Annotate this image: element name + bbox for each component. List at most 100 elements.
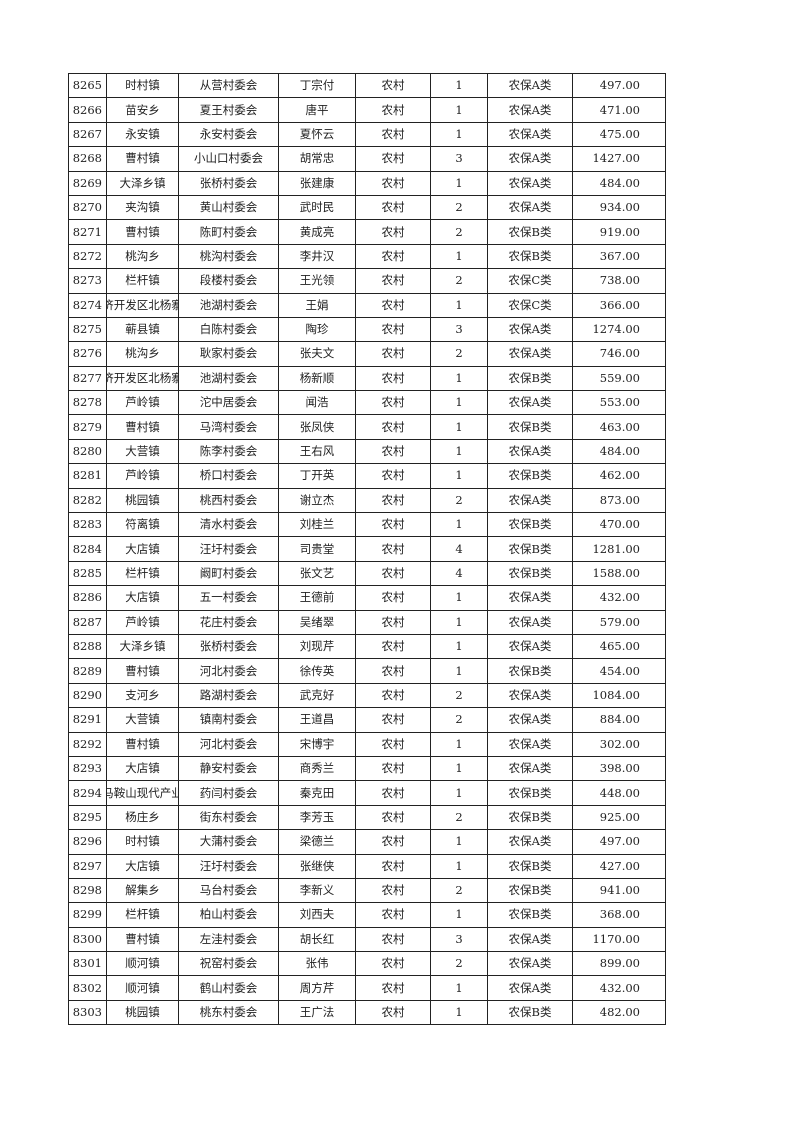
insurance-category-cell: 农保B类 [487, 999, 573, 1026]
record-id-cell: 8277 [68, 365, 107, 392]
township-cell: 大店镇 [106, 585, 179, 611]
insurance-category-cell: 农保A类 [487, 633, 573, 660]
household-count-cell: 1 [430, 609, 488, 635]
record-id-cell: 8276 [68, 341, 107, 367]
village-committee-cell: 桥口村委会 [178, 463, 279, 489]
area-type-cell: 农村 [355, 97, 431, 123]
township-cell: 符离镇 [106, 512, 179, 538]
insurance-category-cell: 农保A类 [487, 121, 573, 148]
amount-cell: 471.00 [572, 97, 666, 123]
records-table: 8265 时村镇 从营村委会 丁宗付 农村 1 农保A类 497.00 8266 苗安乡 夏王村委会… [68, 72, 666, 1026]
area-type-cell: 农村 [355, 536, 431, 562]
township-text: 马鞍山现代产业 [108, 785, 179, 800]
area-type-cell: 农村 [355, 951, 431, 977]
table-row: 8300 曹村镇 左洼村委会 胡长红 农村 3 农保A类 1170.00 [68, 926, 666, 953]
table-row: 8277济开发区北杨寨池湖村委会杨新顺农村1农保B类559.00 [68, 365, 666, 392]
township-cell: 栏杆镇 [106, 902, 179, 928]
record-id-cell: 8280 [68, 438, 107, 465]
insurance-category-cell: 农保B类 [487, 512, 573, 538]
household-count-cell: 1 [430, 829, 488, 855]
table-row: 8278 芦岭镇 沱中居委会 闻浩 农村 1 农保A类 553.00 [68, 390, 666, 416]
village-committee-cell: 鹤山村委会 [178, 975, 279, 1001]
record-id-cell: 8292 [68, 731, 107, 757]
area-type-cell: 农村 [355, 999, 431, 1026]
person-name-cell: 李井汉 [278, 243, 356, 270]
table-row: 8297 大店镇 汪圩村委会 张继侠 农村 1 农保B类 427.00 [68, 853, 666, 879]
person-name-cell: 武克好 [278, 682, 356, 709]
record-id-cell: 8278 [68, 390, 107, 416]
person-name-cell: 王娟 [278, 292, 356, 318]
township-cell: 大营镇 [106, 707, 179, 733]
record-id-cell: 8289 [68, 658, 107, 684]
household-count-cell: 1 [430, 633, 488, 660]
person-name-cell: 杨新顺 [278, 365, 356, 392]
village-committee-cell: 马台村委会 [178, 877, 279, 904]
table-row: 8284 大店镇 汪圩村委会 司贵堂 农村 4 农保B类 1281.00 [68, 536, 666, 562]
village-committee-cell: 柏山村委会 [178, 902, 279, 928]
insurance-category-cell: 农保B类 [487, 780, 573, 806]
amount-cell: 470.00 [572, 512, 666, 538]
person-name-cell: 李芳玉 [278, 804, 356, 831]
area-type-cell: 农村 [355, 682, 431, 709]
township-cell: 时村镇 [106, 72, 179, 99]
amount-cell: 497.00 [572, 829, 666, 855]
person-name-cell: 吴绪翠 [278, 609, 356, 635]
record-id-cell: 8286 [68, 585, 107, 611]
person-name-cell: 梁德兰 [278, 829, 356, 855]
table-row: 8301 顺河镇 祝窑村委会 张伟 农村 2 农保A类 899.00 [68, 951, 666, 977]
amount-cell: 302.00 [572, 731, 666, 757]
amount-cell: 432.00 [572, 975, 666, 1001]
area-type-cell: 农村 [355, 633, 431, 660]
table-row: 8285 栏杆镇 阚町村委会 张文艺 农村 4 农保B类 1588.00 [68, 560, 666, 587]
amount-cell: 1274.00 [572, 316, 666, 343]
village-committee-cell: 小山口村委会 [178, 146, 279, 172]
village-committee-cell: 左洼村委会 [178, 926, 279, 953]
insurance-category-cell: 农保A类 [487, 926, 573, 953]
village-committee-cell: 黄山村委会 [178, 194, 279, 221]
amount-cell: 463.00 [572, 414, 666, 440]
record-id-cell: 8290 [68, 682, 107, 709]
household-count-cell: 1 [430, 438, 488, 465]
person-name-cell: 黄成亮 [278, 219, 356, 245]
table-row: 8291 大营镇 镇南村委会 王道昌 农村 2 农保A类 884.00 [68, 707, 666, 733]
township-cell: 大店镇 [106, 536, 179, 562]
insurance-category-cell: 农保C类 [487, 268, 573, 294]
village-committee-cell: 河北村委会 [178, 731, 279, 757]
insurance-category-cell: 农保A类 [487, 146, 573, 172]
table-row: 8282 桃园镇 桃西村委会 谢立杰 农村 2 农保A类 873.00 [68, 487, 666, 514]
village-committee-cell: 河北村委会 [178, 658, 279, 684]
household-count-cell: 1 [430, 463, 488, 489]
amount-cell: 738.00 [572, 268, 666, 294]
record-id-cell: 8283 [68, 512, 107, 538]
amount-cell: 941.00 [572, 877, 666, 904]
township-cell: 永安镇 [106, 121, 179, 148]
insurance-category-cell: 农保B类 [487, 804, 573, 831]
insurance-category-cell: 农保B类 [487, 219, 573, 245]
amount-cell: 454.00 [572, 658, 666, 684]
insurance-category-cell: 农保A类 [487, 170, 573, 196]
household-count-cell: 1 [430, 585, 488, 611]
person-name-cell: 王光领 [278, 268, 356, 294]
record-id-cell: 8269 [68, 170, 107, 196]
table-row: 8288 大泽乡镇 张桥村委会 刘现芹 农村 1 农保A类 465.00 [68, 633, 666, 660]
township-cell: 支河乡 [106, 682, 179, 709]
amount-cell: 432.00 [572, 585, 666, 611]
record-id-cell: 8267 [68, 121, 107, 148]
amount-cell: 367.00 [572, 243, 666, 270]
table-row: 8270 夹沟镇 黄山村委会 武时民 农村 2 农保A类 934.00 [68, 194, 666, 221]
village-committee-cell: 阚町村委会 [178, 560, 279, 587]
village-committee-cell: 桃沟村委会 [178, 243, 279, 270]
household-count-cell: 2 [430, 707, 488, 733]
person-name-cell: 周方芹 [278, 975, 356, 1001]
household-count-cell: 1 [430, 414, 488, 440]
area-type-cell: 农村 [355, 585, 431, 611]
township-cell: 芦岭镇 [106, 390, 179, 416]
area-type-cell: 农村 [355, 853, 431, 879]
household-count-cell: 1 [430, 365, 488, 392]
insurance-category-cell: 农保A类 [487, 731, 573, 757]
table-row: 8266 苗安乡 夏王村委会 唐平 农村 1 农保A类 471.00 [68, 97, 666, 123]
village-committee-cell: 张桥村委会 [178, 170, 279, 196]
household-count-cell: 2 [430, 268, 488, 294]
record-id-cell: 8284 [68, 536, 107, 562]
household-count-cell: 2 [430, 487, 488, 514]
